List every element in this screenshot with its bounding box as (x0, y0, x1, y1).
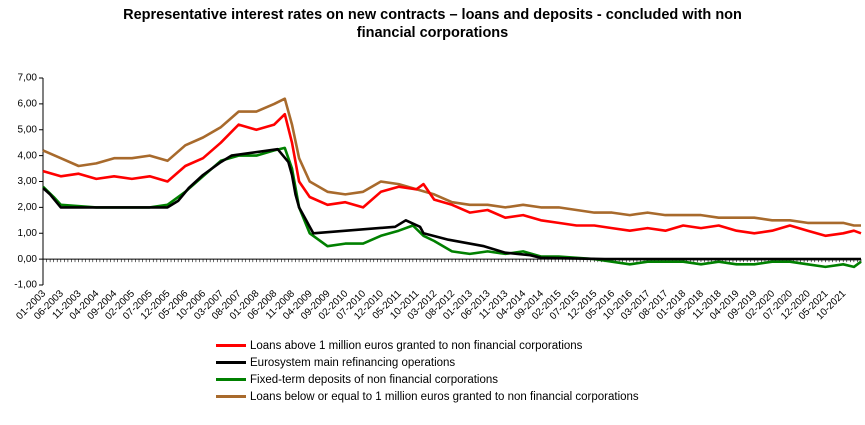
chart-title-line-2: financial corporations (356, 25, 509, 41)
y-tick-label: 7,00 (18, 73, 38, 84)
y-tick-label: 1,00 (18, 228, 38, 239)
y-tick-label: 6,00 (18, 99, 38, 110)
y-tick-label: -1,00 (14, 280, 37, 291)
legend-label: Loans above 1 million euros granted to n… (250, 339, 583, 352)
legend-label: Eurosystem main refinancing operations (250, 356, 456, 369)
legend-item-refinancing: Eurosystem main refinancing operations (216, 354, 639, 371)
series-line-loans-above-1m (42, 112, 862, 238)
legend-swatch-green (216, 378, 246, 381)
legend-swatch-brown (216, 395, 246, 398)
y-tick-label: 4,00 (18, 150, 38, 161)
series-line-refinancing (42, 147, 861, 261)
legend-label: Fixed-term deposits of non financial cor… (250, 373, 499, 386)
legend-swatch-black (216, 361, 246, 364)
y-tick-label: 2,00 (18, 202, 38, 213)
legend-item-loans-above-1m: Loans above 1 million euros granted to n… (216, 337, 639, 354)
y-tick-label: 0,00 (18, 254, 38, 265)
series-line-loans-below-1m (42, 97, 861, 227)
legend: Loans above 1 million euros granted to n… (216, 337, 639, 405)
y-tick-label: 5,00 (18, 124, 38, 135)
chart-title-line-1: Representative interest rates on new con… (123, 7, 742, 23)
legend-label: Loans below or equal to 1 million euros … (250, 390, 639, 403)
chart-title: Representative interest rates on new con… (0, 6, 865, 42)
y-tick-label: 3,00 (18, 176, 38, 187)
legend-item-fixed-term-deposits: Fixed-term deposits of non financial cor… (216, 371, 639, 388)
legend-swatch-red (216, 344, 246, 347)
legend-item-loans-below-1m: Loans below or equal to 1 million euros … (216, 388, 639, 405)
